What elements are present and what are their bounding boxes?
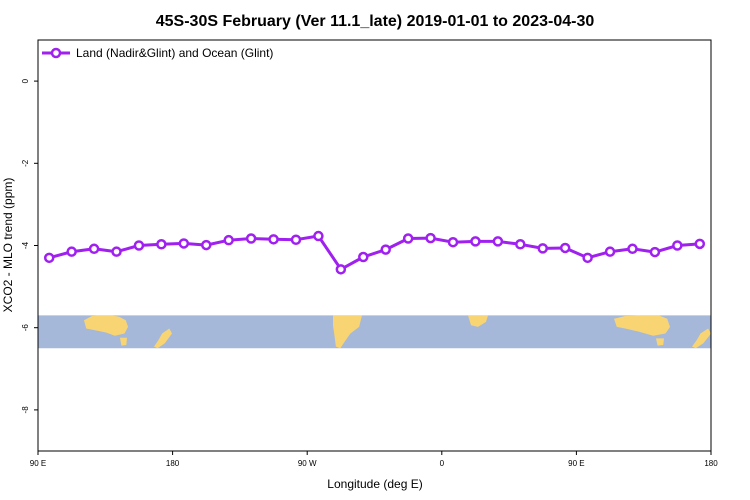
map-ocean (38, 315, 711, 349)
data-point (672, 240, 683, 251)
map-land-tasmania (120, 337, 127, 346)
data-point (559, 242, 571, 254)
x-tick-label: 90 E (568, 459, 584, 468)
legend: Land (Nadir&Glint) and Ocean (Glint) (42, 46, 273, 60)
x-tick-label: 90 W (298, 459, 317, 468)
data-point (649, 246, 661, 258)
x-axis: 90 E 180 90 W 0 90 E 180 (30, 451, 718, 468)
y-tick-label: -8 (21, 406, 30, 414)
data-point (358, 251, 369, 263)
data-point (156, 239, 167, 250)
y-axis-label: XCO2 - MLO trend (ppm) (1, 178, 15, 313)
data-point (402, 233, 414, 244)
x-axis-label: Longitude (deg E) (327, 477, 422, 491)
data-point (470, 236, 481, 247)
data-point (537, 243, 548, 254)
y-tick-label: 0 (21, 78, 30, 83)
data-point (178, 238, 190, 249)
data-point (313, 230, 324, 242)
series-line (48, 234, 700, 271)
map-land-australia-2 (614, 315, 670, 336)
data-point (515, 239, 526, 250)
data-point (447, 236, 459, 248)
data-point (43, 252, 55, 264)
y-tick-label: -4 (21, 241, 30, 249)
data-point (201, 239, 212, 251)
data-point (223, 234, 234, 246)
data-point (627, 243, 638, 255)
data-point (111, 246, 122, 257)
legend-marker-swatch (50, 47, 62, 59)
data-point (290, 234, 302, 245)
data-point (335, 264, 347, 275)
data-point (492, 236, 504, 247)
data-point (268, 234, 279, 245)
data-point (582, 252, 593, 264)
data-point (380, 244, 391, 255)
y-tick-label: -6 (21, 324, 30, 332)
data-point (604, 246, 616, 257)
x-tick-label: 0 (440, 459, 445, 468)
background-map (38, 315, 711, 349)
map-land-south-america (333, 315, 362, 349)
map-land-south-africa (468, 315, 488, 327)
data-point (694, 238, 706, 250)
data-point (245, 233, 257, 244)
legend-label: Land (Nadir&Glint) and Ocean (Glint) (76, 46, 273, 60)
y-axis: 0 -2 -4 -6 -8 (21, 78, 38, 413)
chart-title: 45S-30S February (Ver 11.1_late) 2019-01… (156, 13, 595, 30)
map-land-tasmania-2 (656, 338, 664, 346)
data-point (88, 243, 100, 255)
series-layer (43, 230, 706, 275)
y-tick-label: -2 (21, 159, 30, 167)
data-point (66, 246, 77, 257)
x-tick-label: 180 (166, 459, 180, 468)
x-tick-label: 90 E (30, 459, 46, 468)
map-land-new-zealand (154, 328, 172, 349)
data-point (425, 232, 436, 244)
x-tick-label: 180 (704, 459, 718, 468)
map-land-australia (84, 315, 128, 336)
map-land-new-zealand-2 (692, 328, 711, 349)
data-point (133, 240, 145, 251)
